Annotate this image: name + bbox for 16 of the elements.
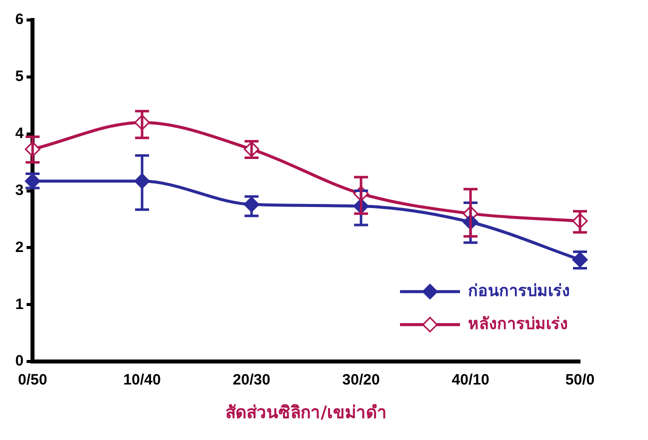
y-tick-label: 1 [15,296,24,313]
x-tick-label: 40/10 [452,372,490,389]
y-tick-label: 2 [15,238,24,256]
y-tick-label: 3 [15,182,24,199]
y-tick-label: 5 [15,68,24,86]
x-tick-label: 0/50 [18,372,48,389]
x-tick-label: 30/20 [342,372,380,389]
legend-label: หลังการบ่มเร่ง [468,314,568,333]
x-tick-label: 50/0 [565,372,595,389]
y-tick-label: 4 [15,125,24,142]
legend-label: ก่อนการบ่มเร่ง [468,280,570,300]
x-axis-title: สัดส่วนซิลิกา/เขม่าดำ [226,403,387,424]
x-tick-label: 20/30 [232,372,270,389]
y-tick-label: 6 [15,11,24,28]
x-tick-label: 10/40 [123,372,161,389]
y-tick-label: 0 [15,352,24,370]
